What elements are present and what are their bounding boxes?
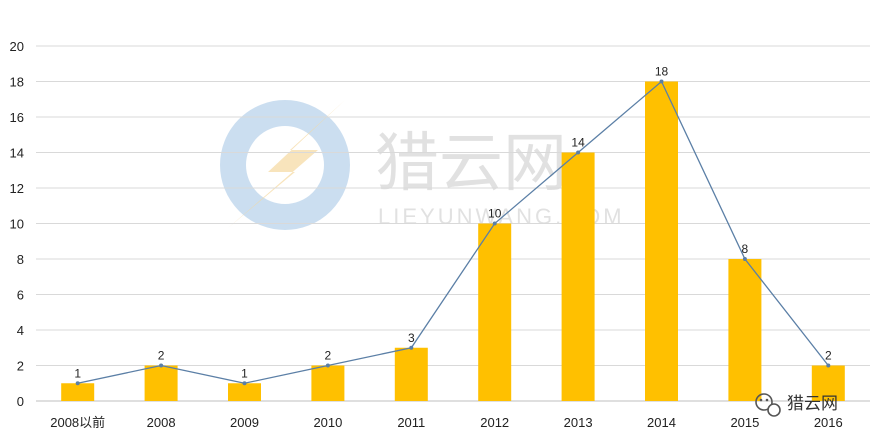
y-tick-label: 0 [17,394,24,409]
x-tick-label: 2008 [147,415,176,430]
data-label: 14 [571,136,585,150]
x-tick-label: 2008以前 [50,415,105,430]
watermark-logo-icon [220,100,350,230]
y-tick-label: 16 [10,110,24,125]
y-axis: 0 2 4 6 8 10 12 14 16 18 20 [10,39,24,409]
data-label: 1 [241,366,248,380]
line-point [742,257,747,261]
bar [311,365,345,401]
y-tick-label: 2 [17,359,24,374]
x-tick-label: 2016 [814,415,843,430]
data-label: 2 [325,349,332,363]
data-labels: 1 2 1 2 3 10 14 18 8 2 [74,65,832,381]
line-point [659,79,664,84]
y-tick-label: 10 [10,217,24,232]
bar [728,259,762,401]
data-label: 2 [158,349,165,363]
y-tick-label: 18 [10,75,24,90]
bar [645,81,678,401]
bar [811,365,845,401]
x-tick-label: 2010 [313,415,342,430]
line-point [492,221,497,226]
bars [61,81,845,401]
line-point [75,381,80,386]
trend-line [75,79,831,386]
data-label: 18 [655,65,669,79]
x-tick-label: 2012 [480,415,509,430]
x-tick-label: 2014 [647,415,676,430]
y-tick-label: 4 [17,323,24,338]
brand: 猎云网 [755,393,838,417]
line-point [242,381,247,386]
y-tick-label: 12 [10,181,24,196]
bar [228,383,261,401]
data-label: 10 [488,207,502,221]
line-point [409,345,414,350]
bar [61,383,95,401]
y-tick-label: 6 [17,288,24,303]
data-label: 8 [742,242,749,256]
bar [561,152,595,401]
x-axis: 2008以前 2008 2009 2010 2011 2012 2013 2014 2015 20… [50,415,843,430]
y-tick-label: 8 [17,252,24,267]
watermark-name: 猎云网 [375,127,567,201]
x-tick-label: 2009 [230,415,259,430]
data-label: 1 [74,366,81,380]
line-point [325,363,330,368]
x-tick-label: 2015 [730,415,759,430]
line-point [159,363,164,368]
bar [478,223,512,401]
series-line [77,80,829,384]
x-tick-label: 2011 [397,415,425,430]
y-tick-label: 14 [10,146,24,161]
x-tick-label: 2013 [564,415,593,430]
bar [394,347,428,401]
line-point [826,363,831,368]
wechat-icon [755,393,781,417]
y-tick-label: 20 [10,39,24,54]
bar [144,365,178,401]
line-point [576,150,581,155]
data-label: 3 [408,331,415,345]
brand-label: 猎云网 [787,394,838,413]
data-label: 2 [825,349,832,363]
